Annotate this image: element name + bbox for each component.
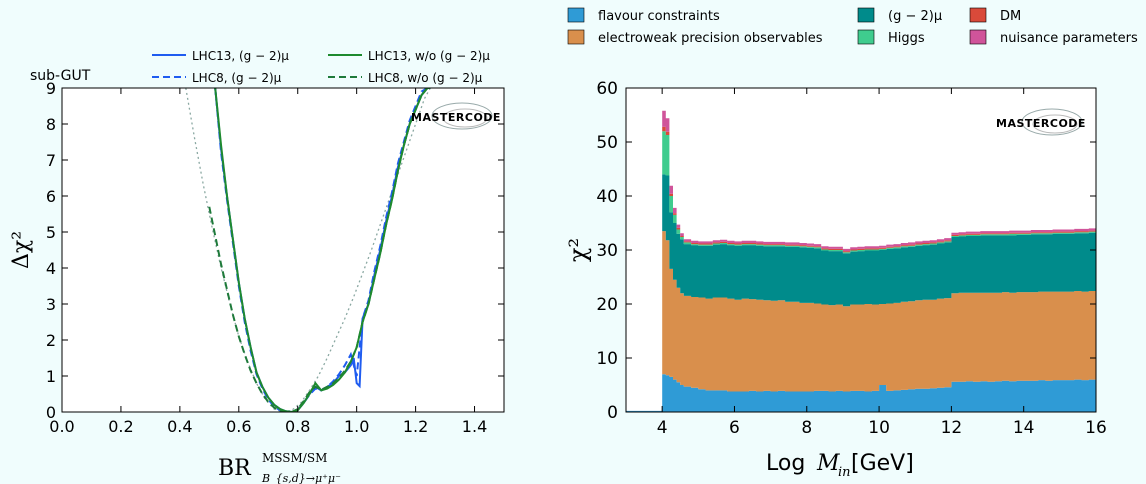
right-ytick-label: 40 [596, 187, 618, 207]
left-ytick-label: 7 [46, 151, 56, 170]
left-ytick-label: 1 [46, 367, 56, 386]
left-legend-label: LHC8, (g − 2)μ [192, 71, 282, 85]
right-xlabel-italic: M [816, 451, 840, 476]
right-ytick-label: 50 [596, 133, 618, 153]
right-logo-ring-icon [1021, 108, 1083, 136]
right-chart: 4 6 8 10 12 14 16 0 10 20 30 40 50 60 flavour constr… [564, 7, 1138, 480]
area-series-2 [626, 174, 1096, 411]
right-y-ticks: 0 10 20 30 40 50 60 [596, 79, 1096, 423]
left-panel-label: sub-GUT [30, 68, 91, 84]
left-x-ticks: 0.0 0.2 0.4 0.6 0.8 1.0 1.2 1.4 [49, 88, 487, 436]
left-logo-ring-inner-icon [442, 108, 488, 128]
left-xlabel: BR MSSM/SM B_{s,d}→μ⁺μ⁻ [218, 451, 341, 484]
left-plot-frame [61, 87, 505, 413]
right-ylabel: χ² [564, 238, 592, 262]
left-ylabel-text: Δχ² [9, 231, 34, 269]
left-logo-text: MASTERCODE [411, 111, 501, 124]
right-legend-label: electroweak precision observables [598, 31, 823, 46]
right-legend-swatch [969, 29, 987, 45]
right-logo-ring-inner-icon [1032, 114, 1078, 134]
right-xlabel-unit: [GeV] [851, 451, 914, 476]
left-ytick-label: 4 [46, 259, 56, 278]
left-xtick-label: 0.0 [49, 417, 74, 436]
left-chart: 0.0 0.2 0.4 0.6 0.8 1.0 1.2 1.4 0 1 2 3 4 5 6 7 8 9 sub-… [9, 49, 505, 484]
right-legend-label: DM [1000, 9, 1021, 24]
left-xtick-label: 1.2 [403, 417, 428, 436]
left-xtick-label: 1.0 [344, 417, 369, 436]
left-xtick-label: 0.6 [226, 417, 251, 436]
right-legend: flavour constraints electroweak precision… [567, 7, 1138, 46]
left-xlabel-main: BR [218, 456, 252, 481]
left-xlabel-sub: B_{s,d}→μ⁺μ⁻ [261, 472, 341, 484]
right-xtick-label: 10 [868, 418, 890, 438]
left-xtick-label: 1.4 [462, 417, 487, 436]
right-xlabel-main: Log [766, 451, 805, 476]
left-logo-ring-icon [431, 102, 493, 130]
left-legend-label: LHC13, w/o (g − 2)μ [368, 49, 490, 63]
right-xtick-label: 14 [1013, 418, 1035, 438]
series-line-lhc8_wo [208, 88, 431, 412]
area-series-0 [626, 374, 1096, 412]
left-xtick-label: 0.2 [108, 417, 133, 436]
left-plot-area [62, 88, 504, 412]
right-ytick-label: 60 [596, 79, 618, 99]
left-ytick-label: 8 [46, 115, 56, 134]
left-legend-label: LHC8, w/o (g − 2)μ [368, 71, 483, 85]
left-legend-label: LHC13, (g − 2)μ [192, 49, 289, 63]
area-series-1 [626, 231, 1096, 411]
right-ytick-label: 20 [596, 295, 618, 315]
right-legend-label: Higgs [888, 31, 925, 46]
right-legend-label: flavour constraints [598, 9, 720, 24]
right-logo-text: MASTERCODE [996, 117, 1086, 130]
right-legend-swatch [857, 7, 875, 23]
left-ytick-label: 0 [46, 403, 56, 422]
right-xtick-label: 8 [801, 418, 812, 438]
right-ytick-label: 30 [596, 241, 618, 261]
left-xtick-label: 0.8 [285, 417, 310, 436]
right-xtick-label: 12 [941, 418, 963, 438]
left-legend: LHC13, (g − 2)μ LHC8, (g − 2)μ LHC13, w/o … [152, 49, 490, 85]
right-ytick-label: 10 [596, 349, 618, 369]
right-legend-swatch [969, 7, 987, 23]
left-ytick-label: 6 [46, 187, 56, 206]
right-logo: MASTERCODE [996, 108, 1086, 136]
left-xtick-label: 0.4 [167, 417, 192, 436]
right-legend-label: nuisance parameters [1000, 31, 1138, 46]
left-ylabel: Δχ² [9, 231, 34, 269]
left-ytick-label: 3 [46, 295, 56, 314]
left-xlabel-sup: MSSM/SM [262, 451, 327, 465]
right-xlabel-sub: in [838, 465, 851, 480]
right-legend-label: (g − 2)μ [888, 9, 942, 24]
right-ylabel-text: χ² [564, 238, 592, 262]
left-ytick-label: 2 [46, 331, 56, 350]
left-y-ticks: 0 1 2 3 4 5 6 7 8 9 [46, 79, 504, 422]
left-ytick-label: 9 [46, 79, 56, 98]
right-legend-swatch [857, 29, 875, 45]
right-xtick-label: 6 [729, 418, 740, 438]
right-xtick-label: 4 [657, 418, 668, 438]
left-ytick-label: 5 [46, 223, 56, 242]
right-stacked-areas [626, 110, 1096, 412]
right-x-ticks: 4 6 8 10 12 14 16 [657, 88, 1107, 438]
left-series-group [185, 88, 431, 412]
right-ytick-label: 0 [607, 403, 618, 423]
right-legend-swatch [567, 7, 585, 23]
right-xlabel: Log M in [GeV] [766, 451, 914, 480]
left-logo: MASTERCODE [411, 102, 501, 130]
right-xtick-label: 16 [1085, 418, 1107, 438]
right-legend-swatch [567, 29, 585, 45]
series-line-lhc13_wo [214, 88, 431, 412]
